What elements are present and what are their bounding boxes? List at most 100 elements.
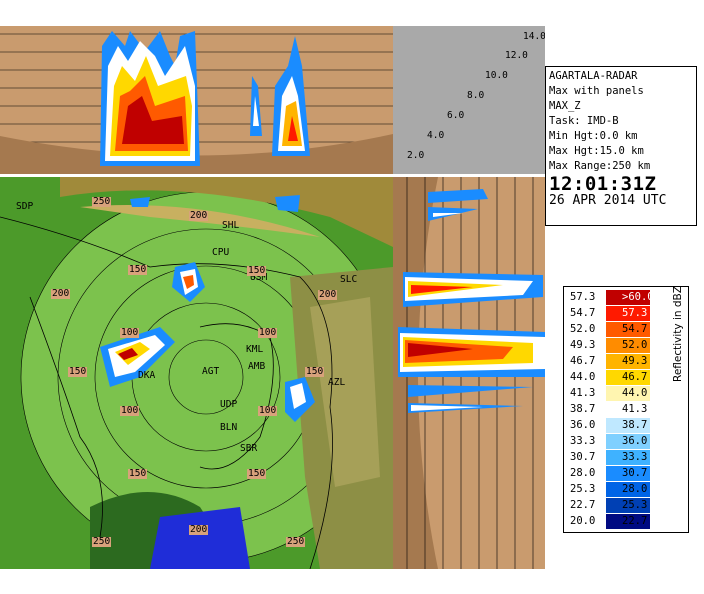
legend-min-value: 33.3: [570, 435, 596, 447]
legend-color-swatch: [606, 370, 650, 385]
legend-color-swatch: [606, 434, 650, 449]
station-sdp: SDP: [16, 201, 34, 212]
station-slc: SLC: [340, 274, 358, 285]
altitude-label-10: 10.0: [485, 70, 508, 81]
legend-max-value: 25.3: [622, 499, 648, 511]
range-label-250-top: 250: [92, 196, 112, 207]
right-cross-section-svg: [393, 177, 545, 569]
legend-color-swatch: [606, 354, 650, 369]
legend-color-swatch: [606, 386, 650, 401]
legend-min-value: 20.0: [570, 515, 596, 527]
legend-min-value: 30.7: [570, 451, 596, 463]
legend-min-value: 28.0: [570, 467, 596, 479]
legend-color-swatch: [606, 290, 650, 305]
altitude-corner-panel: 14.0 12.0 10.0 8.0 6.0 4.0 2.0: [393, 26, 545, 174]
legend-min-value: 44.0: [570, 371, 596, 383]
max-range: Max Range:250 km: [549, 160, 651, 172]
storm-cell-right-3: [398, 327, 545, 377]
range-label-200-right: 200: [318, 289, 338, 300]
legend-color-swatch: [606, 338, 650, 353]
legend-max-value: 22.7: [622, 515, 648, 527]
range-label-150-bl: 150: [128, 468, 148, 479]
station-kml: KML: [246, 344, 264, 355]
altitude-label-4: 4.0: [427, 130, 445, 141]
legend-max-value: 49.3: [622, 355, 648, 367]
max-height: Max Hgt:15.0 km: [549, 145, 644, 157]
range-label-250-br: 250: [286, 536, 306, 547]
legend-max-value: 57.3: [622, 307, 648, 319]
station-shl: SHL: [222, 220, 240, 231]
altitude-diagonal-svg: [393, 26, 545, 174]
storm-cell-top-2: [250, 76, 262, 136]
storm-cell-map-1: [172, 262, 205, 302]
legend-max-value: 28.0: [622, 483, 648, 495]
station-udp: UDP: [220, 399, 238, 410]
legend-max-value: 30.7: [622, 467, 648, 479]
radar-name: AGARTALA-RADAR: [549, 70, 638, 82]
map-plan-view-panel: SDP SHL CPU USM SLC KML AGT AMB AZL UDP …: [0, 177, 393, 569]
range-label-150-right: 150: [305, 366, 325, 377]
legend-min-value: 22.7: [570, 499, 596, 511]
legend-color-swatch: [606, 514, 650, 529]
field-name: MAX_Z: [549, 100, 581, 112]
map-svg: [0, 177, 393, 569]
legend-max-value: 54.7: [622, 323, 648, 335]
range-label-100-left: 100: [120, 327, 140, 338]
altitude-label-14: 14.0: [523, 31, 545, 42]
legend-min-value: 36.0: [570, 419, 596, 431]
station-bln: BLN: [220, 422, 238, 433]
station-dka: DKA: [138, 370, 156, 381]
top-cross-section-svg: [0, 31, 393, 174]
storm-cell-right-1: [428, 189, 488, 221]
station-agt: AGT: [202, 366, 220, 377]
radar-info-box: AGARTALA-RADAR Max with panels MAX_Z Tas…: [545, 66, 697, 226]
range-label-150-tr: 150: [247, 265, 267, 276]
legend-min-value: 57.3: [570, 291, 596, 303]
legend-min-value: 25.3: [570, 483, 596, 495]
range-label-100-right: 100: [258, 327, 278, 338]
right-cross-section-panel: [393, 177, 545, 569]
range-label-150-left: 150: [68, 366, 88, 377]
legend-min-value: 49.3: [570, 339, 596, 351]
legend-max-value: 52.0: [622, 339, 648, 351]
legend-color-swatch: [606, 402, 650, 417]
legend-max-value: 36.0: [622, 435, 648, 447]
legend-color-swatch: [606, 482, 650, 497]
legend-color-swatch: [606, 498, 650, 513]
product-name: Max with panels: [549, 85, 644, 97]
task-name: Task: IMD-B: [549, 115, 619, 127]
legend-max-value: 46.7: [622, 371, 648, 383]
range-label-150-br: 150: [247, 468, 267, 479]
storm-cell-map-3: [285, 377, 315, 422]
range-label-200-left: 200: [51, 288, 71, 299]
observation-date: 26 APR 2014 UTC: [549, 193, 667, 208]
altitude-label-8: 8.0: [467, 90, 485, 101]
legend-color-swatch: [606, 418, 650, 433]
legend-max-value: 44.0: [622, 387, 648, 399]
range-label-200-bottom: 200: [189, 524, 209, 535]
reflectivity-legend: 57.3 >60.0 54.7 57.3 52.0 54.7 49.3 52.0 46.7 49.…: [563, 286, 689, 533]
station-amb: AMB: [248, 361, 266, 372]
min-height: Min Hgt:0.0 km: [549, 130, 638, 142]
legend-min-value: 52.0: [570, 323, 596, 335]
legend-color-swatch: [606, 322, 650, 337]
legend-unit-label: Reflectivity in dBZ: [672, 286, 684, 382]
observation-time: 12:01:31Z: [549, 173, 657, 195]
legend-min-value: 38.7: [570, 403, 596, 415]
station-usm: USM: [250, 272, 268, 283]
legend-color-swatch: [606, 306, 650, 321]
storm-cell-top-3: [272, 36, 310, 156]
storm-cell-map-4: [130, 195, 300, 212]
range-label-100-bl: 100: [120, 405, 140, 416]
legend-min-value: 54.7: [570, 307, 596, 319]
range-label-150-tl: 150: [128, 264, 148, 275]
legend-max-value: >60.0: [622, 291, 654, 303]
storm-cell-top-1: [100, 31, 200, 166]
legend-max-value: 41.3: [622, 403, 648, 415]
storm-cell-map-2: [100, 327, 175, 387]
station-cpu: CPU: [212, 247, 230, 258]
top-cross-section-panel: [0, 26, 393, 174]
legend-color-swatch: [606, 466, 650, 481]
range-label-250-bl: 250: [92, 536, 112, 547]
station-azl: AZL: [328, 377, 346, 388]
